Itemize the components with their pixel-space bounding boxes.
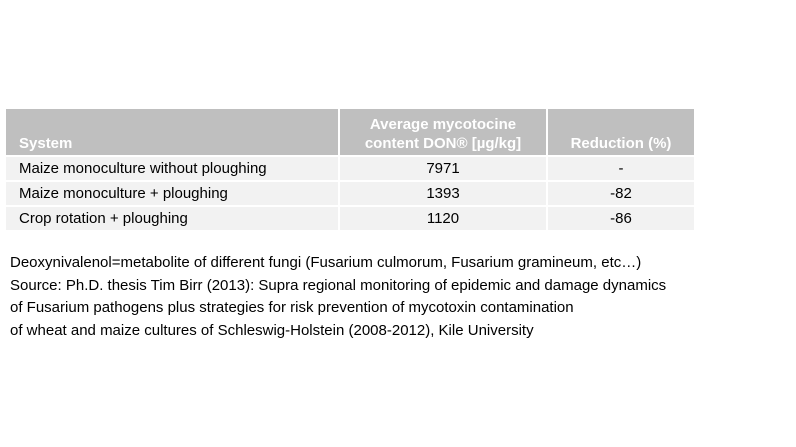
- mycotoxin-table: System Average mycotocine content DON® […: [6, 109, 694, 230]
- column-header-system: System: [6, 109, 339, 156]
- cell-average-don: 1393: [338, 180, 547, 206]
- note-line-source-continued: of Fusarium pathogens plus strategies fo…: [10, 299, 574, 316]
- table-row: Crop rotation + ploughing 1120 -86: [6, 205, 694, 230]
- source-notes: Deoxynivalenol=metabolite of different f…: [10, 252, 790, 342]
- cell-system: Crop rotation + ploughing: [6, 205, 339, 230]
- cell-reduction: -: [546, 155, 694, 181]
- note-line-deoxynivalenol: Deoxynivalenol=metabolite of different f…: [10, 254, 642, 271]
- column-header-average-don: Average mycotocine content DON® [µg/kg]: [338, 109, 547, 156]
- table-row: Maize monoculture without ploughing 7971…: [6, 155, 694, 181]
- cell-average-don: 1120: [338, 205, 547, 230]
- column-header-reduction: Reduction (%): [546, 109, 694, 156]
- table-header-row: System Average mycotocine content DON® […: [6, 109, 694, 156]
- cell-reduction: -82: [546, 180, 694, 206]
- note-line-source-end: of wheat and maize cultures of Schleswig…: [10, 321, 534, 339]
- note-line-source: Source: Ph.D. thesis Tim Birr (2013): Su…: [10, 276, 667, 294]
- table-row: Maize monoculture + ploughing 1393 -82: [6, 180, 694, 206]
- cell-average-don: 7971: [338, 155, 547, 181]
- cell-reduction: -86: [546, 205, 694, 230]
- cell-system: Maize monoculture without ploughing: [6, 155, 339, 181]
- mycotoxin-table-container: System Average mycotocine content DON® […: [6, 109, 694, 230]
- cell-system: Maize monoculture + ploughing: [6, 180, 339, 206]
